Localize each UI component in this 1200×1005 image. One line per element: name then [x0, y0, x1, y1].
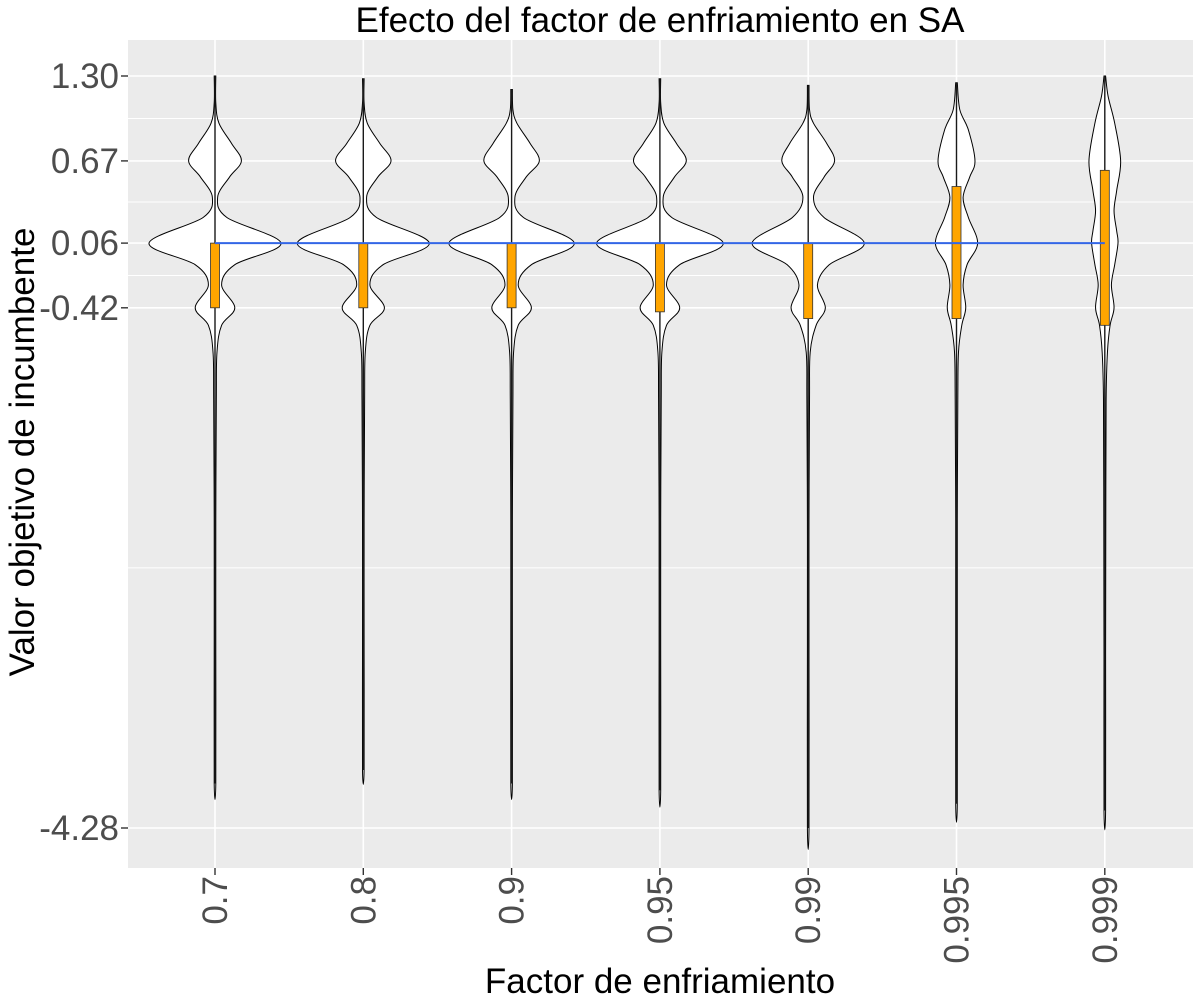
- y-axis-ticks: 1.30 0.67 0.06 -0.42 -4.28: [39, 57, 128, 848]
- x-tick-label: 0.995: [938, 876, 977, 964]
- x-axis-ticks: 0.7 0.8 0.9 0.95 0.99 0.995 0.999: [196, 868, 1125, 964]
- box-0-8: [358, 242, 369, 309]
- x-tick-label: 0.95: [641, 876, 680, 944]
- y-axis-title: Valor objetivo de incumbente: [3, 228, 42, 677]
- y-tick-label: -4.28: [39, 809, 119, 848]
- x-axis-title: Factor de enfriamiento: [485, 962, 835, 1000]
- boxes: [210, 76, 1110, 828]
- y-tick-label: -0.42: [39, 289, 119, 328]
- x-tick-label: 0.999: [1086, 876, 1125, 964]
- y-tick-label: 0.06: [51, 224, 119, 263]
- box-0-995: [951, 186, 962, 319]
- x-tick-label: 0.8: [344, 876, 383, 925]
- box-0-95: [655, 242, 665, 313]
- box-0-99: [803, 242, 814, 319]
- y-tick-label: 1.30: [51, 57, 119, 96]
- box-0-999: [1099, 169, 1110, 326]
- box-0-9: [506, 242, 517, 309]
- x-tick-label: 0.99: [789, 876, 828, 944]
- chart-title: Efecto del factor de enfriamiento en SA: [356, 1, 966, 40]
- x-tick-label: 0.7: [196, 876, 235, 925]
- y-tick-label: 0.67: [51, 142, 119, 181]
- x-tick-label: 0.9: [493, 876, 532, 925]
- box-0-7: [210, 242, 220, 309]
